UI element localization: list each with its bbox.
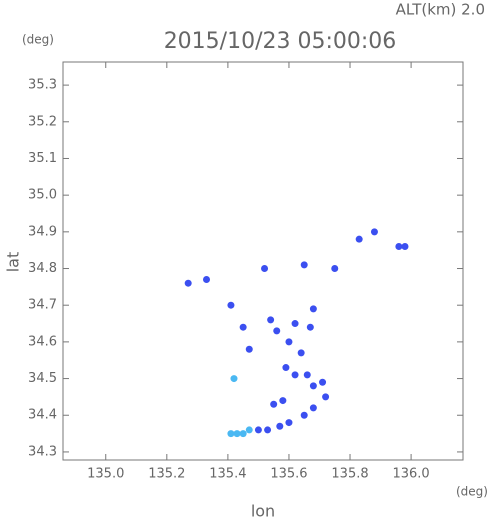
x-tick-label: 135.2 xyxy=(148,467,185,482)
echo-cell xyxy=(282,364,290,372)
echo-cell xyxy=(401,243,409,251)
y-tick-label: 34.8 xyxy=(28,261,57,276)
x-tick-label: 135.0 xyxy=(87,467,124,482)
echo-cell xyxy=(227,301,235,309)
echo-cell xyxy=(297,349,305,357)
x-axis-label: lon xyxy=(251,502,275,521)
echo-cell xyxy=(261,265,269,273)
echo-cell xyxy=(300,411,308,419)
y-axis-label: lat xyxy=(4,252,23,273)
echo-cell xyxy=(264,426,272,434)
echo-cell xyxy=(303,371,311,379)
y-tick-label: 35.2 xyxy=(28,114,57,129)
echo-cell xyxy=(254,426,262,434)
echo-cell xyxy=(300,261,308,269)
echo-cell xyxy=(245,345,253,353)
x-unit: (deg) xyxy=(456,485,488,499)
echo-cell xyxy=(322,393,330,401)
echo-cell xyxy=(267,316,275,324)
echo-cell xyxy=(285,419,293,427)
x-tick-label: 136.0 xyxy=(392,467,429,482)
y-tick-label: 34.9 xyxy=(28,224,57,239)
echo-cell xyxy=(306,323,314,331)
echo-cell xyxy=(233,430,241,438)
echo-cell xyxy=(276,422,284,430)
y-unit: (deg) xyxy=(22,33,54,47)
x-tick-label: 135.6 xyxy=(270,467,307,482)
altitude-label: ALT(km) 2.0 xyxy=(396,1,485,19)
x-tick-label: 135.4 xyxy=(209,467,246,482)
echo-cell xyxy=(331,265,339,273)
echo-cell xyxy=(230,375,238,383)
y-tick-label: 34.5 xyxy=(28,371,57,386)
echo-cell xyxy=(239,430,247,438)
x-tick-label: 135.8 xyxy=(331,467,368,482)
echo-cell xyxy=(239,323,247,331)
chart-title: 2015/10/23 05:00:06 xyxy=(164,29,397,54)
echo-cell xyxy=(370,228,378,236)
echo-cell xyxy=(285,338,293,346)
echo-cell xyxy=(309,404,317,412)
echo-cell xyxy=(319,378,327,386)
echo-cell xyxy=(245,426,253,434)
echo-cell xyxy=(309,305,317,313)
echo-cell xyxy=(355,235,363,243)
echo-cell xyxy=(395,243,403,251)
echo-cell xyxy=(184,279,192,287)
echo-cell xyxy=(291,320,299,328)
y-tick-label: 35.3 xyxy=(28,78,57,93)
echo-cell xyxy=(227,430,235,438)
y-tick-label: 34.7 xyxy=(28,298,57,313)
echo-cell xyxy=(270,400,278,408)
echo-cell xyxy=(279,397,287,405)
echo-cell xyxy=(273,327,281,335)
echo-cell xyxy=(309,382,317,390)
y-tick-label: 34.3 xyxy=(28,444,57,459)
y-tick-label: 34.6 xyxy=(28,334,57,349)
y-tick-label: 35.0 xyxy=(28,188,57,203)
echo-cell xyxy=(291,371,299,379)
echo-cell xyxy=(203,276,211,284)
plot-frame xyxy=(62,61,464,461)
y-tick-label: 34.4 xyxy=(28,408,57,423)
y-tick-label: 35.1 xyxy=(28,151,57,166)
